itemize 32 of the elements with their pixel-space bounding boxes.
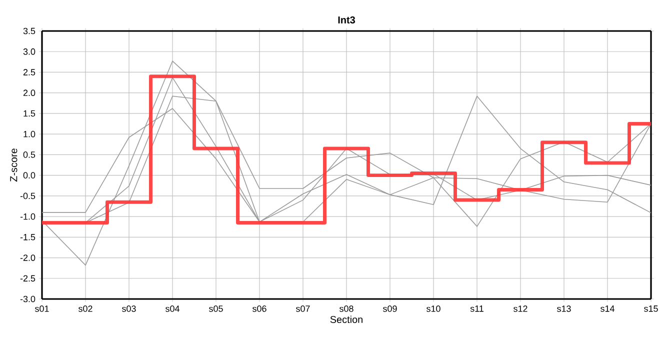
x-tick-label: s01 xyxy=(35,306,49,312)
x-tick-label: s06 xyxy=(252,306,266,312)
y-tick-label: 3.5 xyxy=(23,28,36,34)
x-tick-label: s11 xyxy=(470,306,484,312)
y-axis-title: Z-score xyxy=(10,148,18,182)
y-tick-label: 0.0 xyxy=(23,172,36,178)
x-tick-label: s15 xyxy=(644,306,658,312)
x-tick-label: s13 xyxy=(557,306,571,312)
x-tick-label: s08 xyxy=(340,306,354,312)
x-tick-label: s10 xyxy=(426,306,440,312)
y-tick-label: -3.0 xyxy=(20,296,36,302)
y-tick-label: -1.5 xyxy=(20,234,36,240)
y-tick-label: 2.0 xyxy=(23,90,36,96)
x-axis-title: Section xyxy=(330,316,362,324)
y-tick-label: -2.0 xyxy=(20,254,36,261)
x-tick-label: s04 xyxy=(166,306,180,312)
y-tick-label: 0.5 xyxy=(23,152,36,158)
y-tick-label: 1.0 xyxy=(24,130,36,138)
y-tick-label: -0.5 xyxy=(20,192,36,200)
y-tick-label: 3.0 xyxy=(23,48,36,55)
x-tick-label: s09 xyxy=(383,306,397,312)
x-tick-label: s07 xyxy=(296,306,310,312)
x-tick-label: s14 xyxy=(600,306,614,312)
y-tick-label: 1.5 xyxy=(24,110,36,117)
x-tick-label: s12 xyxy=(514,306,528,312)
x-tick-label: s05 xyxy=(209,306,223,312)
y-tick-label: 2.5 xyxy=(23,69,36,76)
y-tick-label: -1.0 xyxy=(20,213,36,220)
x-tick-label: s02 xyxy=(78,306,92,312)
x-tick-label: s03 xyxy=(122,306,136,312)
chart-title: Int3 xyxy=(338,16,356,24)
y-tick-label: -2.5 xyxy=(20,275,36,282)
